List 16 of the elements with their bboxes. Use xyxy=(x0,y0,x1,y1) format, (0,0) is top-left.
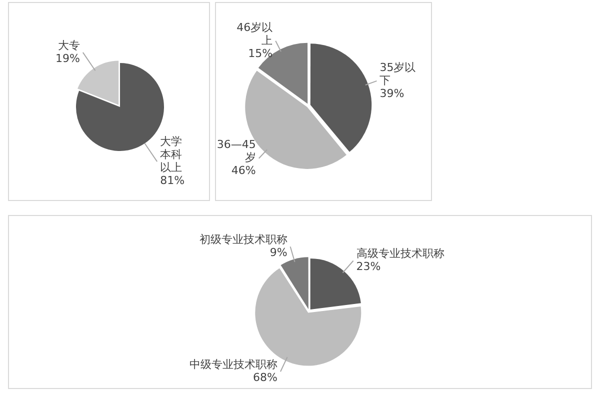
data-label: 23% xyxy=(356,260,381,274)
data-label: 81% xyxy=(160,174,185,187)
slice-label: 高级专业技术职称 xyxy=(356,247,444,260)
slice-label: 46岁以上 xyxy=(236,20,273,47)
data-label: 68% xyxy=(253,370,278,384)
slice-label: 36—45岁 xyxy=(216,138,256,164)
slice-label: 35岁以下 xyxy=(380,60,416,87)
data-label: 19% xyxy=(55,52,80,65)
slice-label: 初级专业技术职称 xyxy=(199,233,288,246)
data-label: 15% xyxy=(248,46,273,60)
data-label: 39% xyxy=(380,86,404,100)
data-label: 9% xyxy=(270,246,288,260)
slice-label: 大学本科以上 xyxy=(160,134,182,174)
slice-label: 中级专业技术职称 xyxy=(189,358,278,371)
data-label: 46% xyxy=(231,164,256,178)
slice-label: 大专 xyxy=(58,38,80,52)
